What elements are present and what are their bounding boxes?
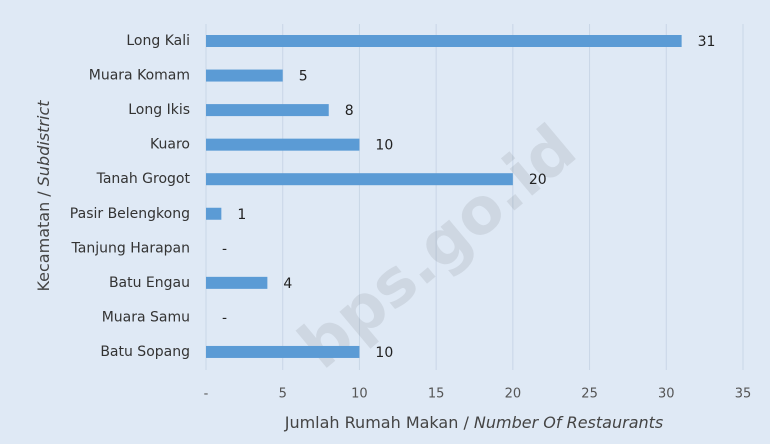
- value-label: -: [222, 241, 227, 257]
- bar: [206, 138, 360, 151]
- bar: [206, 276, 268, 289]
- bar: [206, 207, 222, 220]
- y-tick-label: Tanjung Harapan: [71, 240, 190, 256]
- bar: [206, 173, 513, 186]
- x-tick-label: 25: [581, 387, 598, 402]
- bar: [206, 35, 682, 47]
- y-tick-label: Batu Sopang: [100, 344, 190, 360]
- value-label: 10: [375, 138, 393, 154]
- y-tick-label: Muara Komam: [89, 68, 190, 84]
- value-label: 5: [299, 69, 308, 85]
- value-label: 1: [237, 207, 246, 223]
- bar: [206, 345, 360, 358]
- value-label: 31: [698, 34, 716, 50]
- bar: [206, 104, 329, 117]
- x-tick-label: 20: [505, 387, 522, 402]
- y-tick-label: Batu Engau: [109, 275, 190, 291]
- y-tick-label: Pasir Belengkong: [70, 206, 190, 222]
- y-axis-label-main: Kecamatan /: [34, 186, 53, 291]
- value-label: 8: [345, 103, 354, 119]
- value-label: 10: [375, 345, 393, 361]
- y-tick-label: Kuaro: [150, 137, 190, 153]
- watermark: bps.go.id: [285, 111, 590, 384]
- x-tick-label: -: [204, 387, 209, 402]
- value-label: 4: [283, 276, 292, 292]
- y-axis-label-italic: Subdistrict: [34, 100, 53, 186]
- x-tick-label: 5: [279, 387, 287, 402]
- x-tick-label: 35: [735, 387, 752, 402]
- x-tick-label: 10: [351, 387, 368, 402]
- value-label: 20: [529, 172, 547, 188]
- bar: [206, 69, 283, 82]
- x-tick-label: 30: [658, 387, 675, 402]
- y-tick-label: Muara Samu: [102, 309, 190, 325]
- x-axis-label: Jumlah Rumah Makan / Number Of Restauran…: [284, 413, 664, 432]
- y-tick-label: Long Kali: [126, 33, 190, 49]
- x-axis-label-italic: Number Of Restaurants: [474, 413, 663, 432]
- x-tick-label: 15: [428, 387, 445, 402]
- value-label: -: [222, 310, 227, 326]
- y-axis-label: Kecamatan / Subdistrict: [34, 100, 53, 292]
- x-axis-label-main: Jumlah Rumah Makan /: [284, 413, 474, 432]
- y-tick-label: Tanah Grogot: [96, 171, 191, 187]
- y-tick-label: Long Ikis: [128, 102, 190, 118]
